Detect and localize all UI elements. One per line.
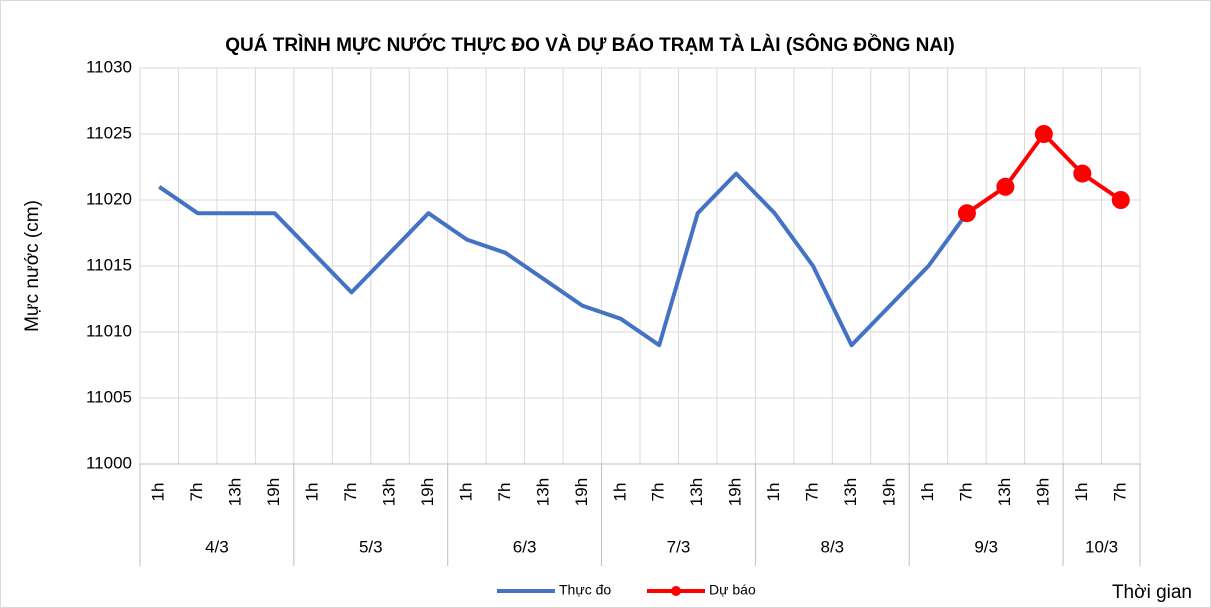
x-tick-label: 13h [226, 478, 245, 506]
series-line [158, 171, 969, 348]
group-label: 7/3 [667, 537, 691, 556]
x-tick-label: 19h [264, 478, 283, 506]
x-axis-label: Thời gian [1112, 582, 1192, 603]
x-tick-label: 7h [341, 483, 360, 502]
chart-title: QUÁ TRÌNH MỰC NƯỚC THỰC ĐO VÀ DỰ BÁO TRẠ… [225, 34, 954, 56]
series-marker [996, 177, 1015, 196]
series-marker [957, 204, 976, 223]
y-tick-label: 11030 [86, 57, 132, 76]
group-label: 4/3 [205, 537, 229, 556]
x-tick-label: 13h [841, 478, 860, 506]
x-tick-label: 13h [995, 478, 1014, 506]
y-tick-label: 11000 [86, 453, 132, 472]
x-tick-label: 7h [649, 483, 668, 502]
x-tick-label: 1h [918, 483, 937, 502]
x-tick-label: 19h [1033, 478, 1052, 506]
x-tick-label: 19h [418, 478, 437, 506]
y-tick-label: 11010 [86, 321, 132, 340]
y-tick-label: 11020 [86, 189, 132, 208]
legend-label: Dự báo [709, 582, 756, 598]
x-tick-label: 7h [1110, 483, 1129, 502]
group-label: 5/3 [359, 537, 383, 556]
series-marker [1034, 125, 1053, 143]
x-tick-label: 7h [956, 483, 975, 502]
group-label: 6/3 [513, 537, 537, 556]
series-marker [1111, 191, 1130, 209]
x-tick-label: 7h [803, 483, 822, 502]
x-tick-label: 13h [379, 478, 398, 506]
x-tick-label: 1h [303, 483, 322, 502]
x-tick-label: 19h [879, 478, 898, 506]
x-tick-label: 19h [572, 478, 591, 506]
group-label: 8/3 [820, 537, 844, 556]
x-tick-label: 1h [1072, 483, 1091, 502]
group-label: 10/3 [1085, 537, 1118, 556]
y-axis-label: Mực nước (cm) [22, 200, 43, 332]
x-tick-label: 19h [726, 478, 745, 506]
x-tick-label: 13h [687, 478, 706, 506]
y-tick-label: 11025 [86, 123, 132, 142]
legend-marker [671, 586, 681, 596]
y-tick-label: 11015 [86, 255, 132, 274]
x-tick-label: 1h [456, 483, 475, 502]
x-tick-label: 7h [187, 483, 206, 502]
x-tick-label: 7h [495, 483, 514, 502]
x-tick-label: 1h [764, 483, 783, 502]
x-tick-label: 1h [149, 483, 168, 502]
x-tick-label: 1h [610, 483, 629, 502]
group-label: 9/3 [974, 537, 998, 556]
y-tick-label: 11005 [86, 387, 132, 406]
series-marker [1073, 164, 1092, 183]
x-tick-label: 13h [533, 478, 552, 506]
legend-label: Thực đo [559, 582, 611, 598]
